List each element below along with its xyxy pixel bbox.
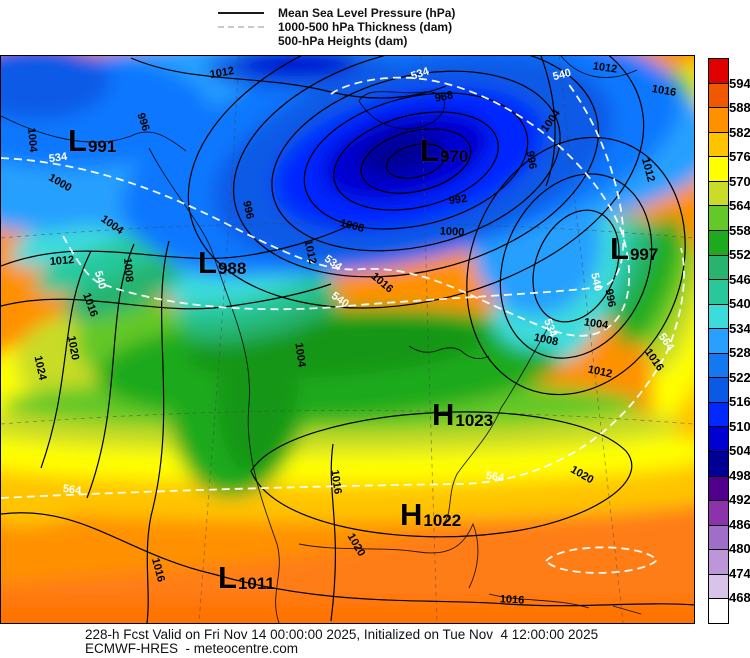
colorbar-segment	[709, 475, 728, 501]
legend-row-mslp: Mean Sea Level Pressure (hPa)	[218, 6, 455, 20]
colorbar-segment	[709, 377, 728, 402]
colorbar-tick-label: 528	[729, 345, 750, 361]
legend-row-thickness: 1000-500 hPa Thickness (dam)	[218, 20, 455, 34]
colorbar-tick-labels: 594 588 582 576 570 564 558 552 546 540 534 528 522 5…	[729, 58, 750, 622]
colorbar-segment	[709, 279, 728, 304]
colorbar-segment	[709, 451, 728, 476]
legend-label-thickness: 1000-500 hPa Thickness (dam)	[278, 20, 453, 34]
colorbar-segment	[709, 598, 728, 623]
colorbar-segment	[709, 352, 728, 378]
colorbar-segment	[709, 156, 728, 181]
colorbar-segment	[709, 180, 728, 206]
colorbar-tick-label: 534	[729, 320, 750, 336]
colorbar-tick-label: 486	[729, 516, 750, 532]
colorbar-segment	[709, 549, 728, 574]
colorbar-tick-label: 564	[729, 198, 750, 214]
colorbar-segment	[709, 524, 728, 550]
colorbar	[708, 58, 729, 624]
solid-line-sample	[218, 12, 264, 14]
colorbar-segment	[709, 254, 728, 280]
dashed-line-sample	[218, 26, 264, 28]
forecast-valid-caption: 228-h Fcst Valid on Fri Nov 14 00:00:00 …	[85, 627, 599, 642]
colorbar-segment	[709, 500, 728, 525]
colorbar-tick-label: 576	[729, 149, 750, 165]
colorbar-segment	[709, 82, 728, 108]
colorbar-tick-label: 510	[729, 418, 750, 434]
colorbar-segment	[709, 229, 728, 255]
colorbar-tick-label: 492	[729, 492, 750, 508]
colorbar-tick-label: 468	[729, 590, 750, 606]
colorbar-segment	[709, 131, 728, 157]
blank-line-sample	[218, 40, 264, 42]
graticule-lines	[1, 56, 694, 623]
legend-label-heights: 500-hPa Heights (dam)	[278, 34, 408, 48]
colorbar-tick-label: 516	[729, 394, 750, 410]
thickness-contours	[1, 76, 685, 574]
filled-contour-field	[1, 56, 694, 623]
colorbar-tick-label: 540	[729, 296, 750, 312]
colorbar-segment	[709, 426, 728, 451]
colorbar-segment	[709, 205, 728, 230]
colorbar-tick-label: 594	[729, 75, 750, 91]
colorbar-segment	[709, 573, 728, 599]
colorbar-tick-label: 558	[729, 222, 750, 238]
colorbar-segment	[709, 401, 728, 427]
colorbar-tick-label: 504	[729, 443, 750, 459]
colorbar-segment	[709, 328, 728, 353]
colorbar-tick-label: 552	[729, 247, 750, 263]
colorbar-tick-label: 588	[729, 100, 750, 116]
colorbar-tick-label: 498	[729, 467, 750, 483]
legend: Mean Sea Level Pressure (hPa) 1000-500 h…	[218, 6, 455, 48]
colorbar-segment	[709, 59, 728, 83]
colorbar-tick-label: 570	[729, 173, 750, 189]
colorbar-segment	[709, 303, 728, 329]
map-canvas	[0, 55, 695, 624]
model-source-caption: ECMWF-HRES - meteocentre.com	[85, 641, 299, 656]
colorbar-tick-label: 522	[729, 369, 750, 385]
legend-label-mslp: Mean Sea Level Pressure (hPa)	[278, 6, 456, 20]
colorbar-tick-label: 546	[729, 271, 750, 287]
colorbar-tick-label: 480	[729, 541, 750, 557]
colorbar-tick-label: 474	[729, 565, 750, 581]
isobar-contours	[1, 56, 694, 623]
coastlines	[1, 56, 642, 623]
colorbar-segment	[709, 107, 728, 132]
colorbar-tick-label: 582	[729, 124, 750, 140]
legend-row-heights: 500-hPa Heights (dam)	[218, 34, 455, 48]
